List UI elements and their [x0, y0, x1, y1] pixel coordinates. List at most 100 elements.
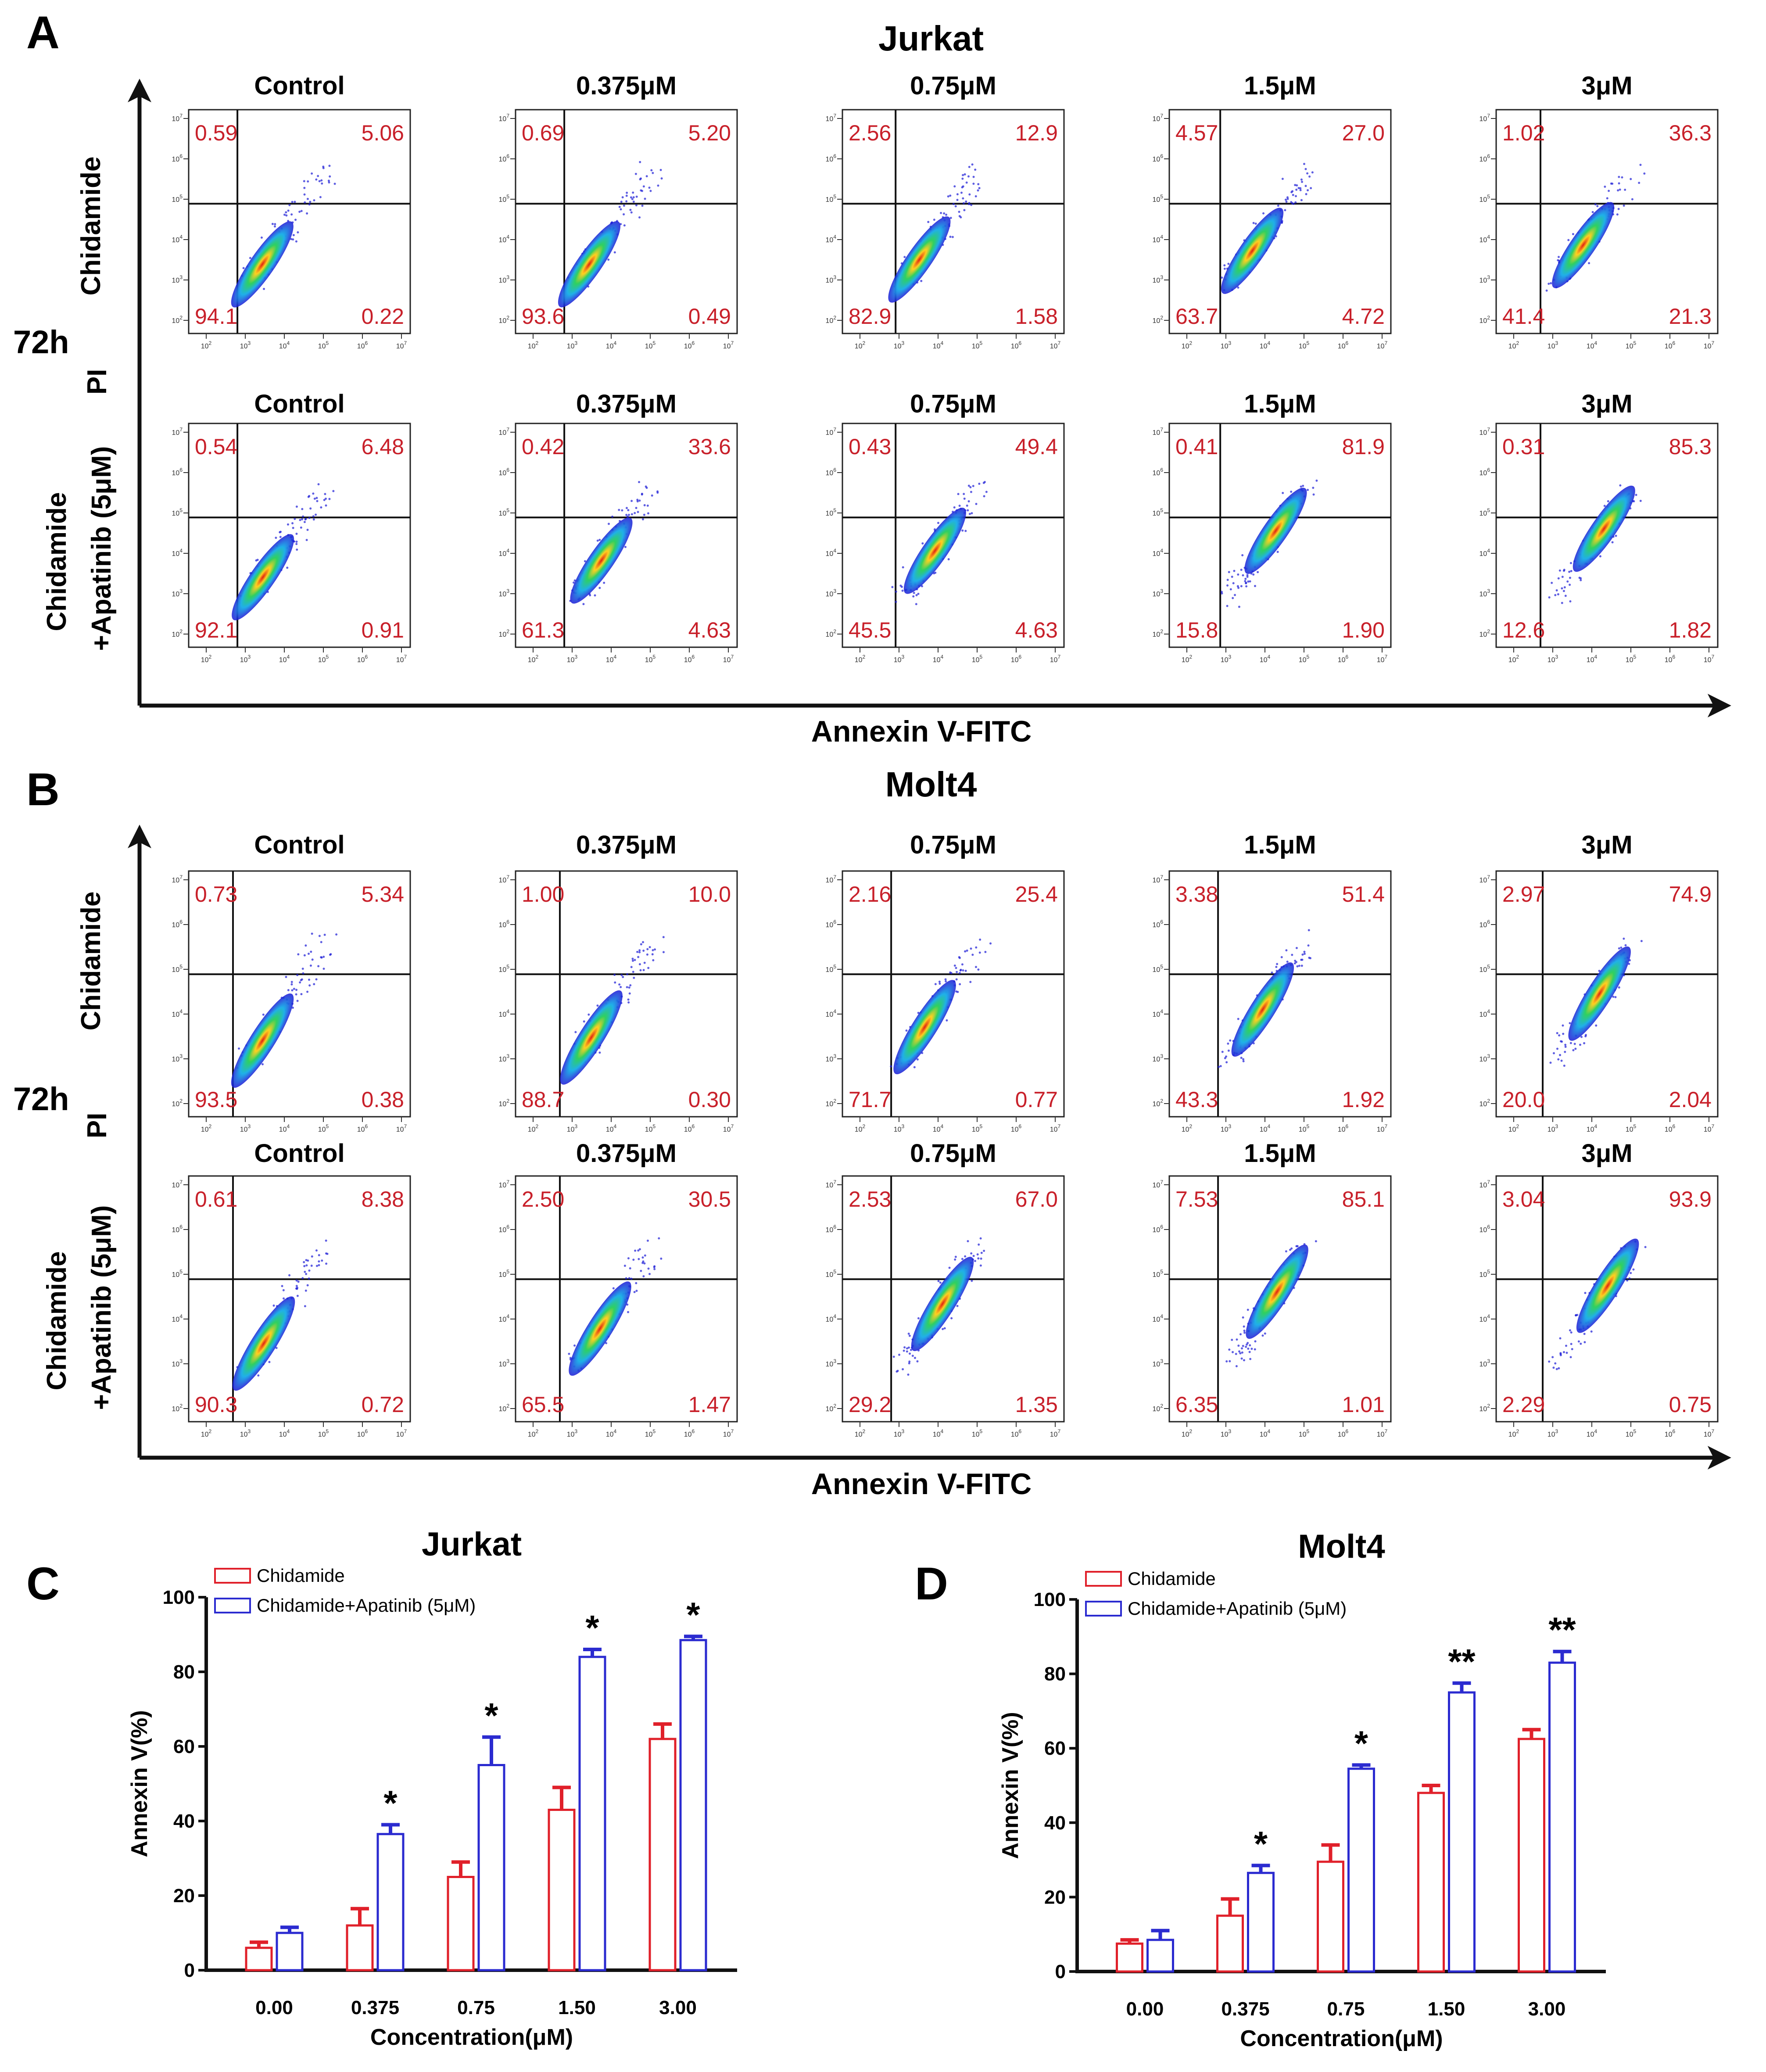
bar-x-axis-label: Concentration(μM) [370, 2025, 573, 2050]
plot-gridB-0-1-event-dot [642, 950, 645, 952]
plot-gridB-0-1-event-dot [634, 959, 636, 961]
plot-gridA-1-2-event-dot [964, 530, 967, 532]
significance-mark-4: ** [1548, 1610, 1576, 1649]
plot-gridB-0-0-event-dot [318, 935, 321, 937]
panel-a-letter: A [26, 7, 60, 58]
plot-gridB-0-3-event-dot [1218, 1065, 1220, 1068]
plot-gridA-1-3-xtick-label: 107 [1377, 654, 1388, 664]
plot-gridA-0-1-frame [515, 109, 738, 334]
plot-gridA-0-0-event-dot [285, 211, 287, 214]
plot-gridA-0-4-event-dot [1617, 189, 1619, 192]
plot-gridA-0-0-event-dot [313, 199, 315, 202]
plot-gridB-1-4-ytick-label: 102 [1479, 1403, 1490, 1413]
plot-gridA-0-1-event-dot [632, 196, 635, 199]
plot-gridB-0-2-event-dot [979, 938, 982, 941]
panel-b: B Molt4 72h Chidamide PI Chidamide +Apat… [13, 764, 1731, 1501]
plot-gridA-0-1-event-dot [639, 178, 641, 181]
plot-gridB-0-0-event-dot [301, 968, 304, 970]
plot-gridB-1-3-event-dot [1238, 1350, 1241, 1353]
plot-gridB-1-3-event-dot [1235, 1353, 1237, 1355]
plot-gridA-0-1-ytick-label: 104 [499, 234, 510, 244]
plot-gridA-0-3-ytick-label: 102 [1153, 315, 1164, 325]
plot-gridA-0-4-ur-value: 36.3 [1669, 121, 1712, 145]
plot-gridB-1-3-event-dot [1236, 1338, 1238, 1341]
plot-gridB-1-4-ytick-label: 104 [1479, 1313, 1490, 1323]
plot-gridB-1-4-xtick-label: 104 [1587, 1428, 1598, 1438]
plot-gridA-0-0-event-dot [306, 212, 308, 215]
plot-gridB-1-4-event-dot [1555, 1368, 1558, 1370]
plot-gridB-1-0-event-dot [303, 1261, 305, 1263]
plot-gridB-1-0-event-dot [318, 1264, 320, 1266]
plot-gridA-1-4-event-dot [1635, 494, 1637, 496]
plot-gridA-0-3-event-dot [1296, 184, 1298, 187]
plot-gridA-1-1-event-dot [582, 603, 585, 606]
plot-gridA-1-2-event-dot [901, 589, 904, 592]
plot-gridA-0-2-event-dot [974, 168, 977, 171]
plot-gridB-1-2-event-dot [907, 1373, 910, 1376]
plot-gridB-1-2-event-dot [980, 1251, 983, 1254]
plot-gridA-0-4-event-dot [1619, 188, 1621, 191]
plot-gridB-1-2-ytick-label: 102 [826, 1403, 837, 1413]
plot-gridA-0-0-event-dot [320, 179, 323, 182]
plot-gridB-0-1-ul-value: 1.00 [522, 882, 564, 907]
plot-gridA-0-2-event-dot [968, 193, 971, 196]
plot-gridA-1-4-xtick-label: 102 [1508, 654, 1519, 664]
plot-gridB-0-4-event-dot [1549, 1061, 1552, 1064]
plot-gridA-1-2-event-dot [985, 491, 988, 493]
plot-gridA-0-1-ur-value: 5.20 [688, 121, 731, 145]
plot-gridB-1-3-event-dot [1232, 1351, 1234, 1353]
plot-gridA-1-3-event-dot [1237, 587, 1240, 589]
plot-gridA-0-0-ytick-label: 102 [172, 315, 183, 325]
plot-gridA-0-2-ytick-label: 105 [826, 194, 837, 204]
plot-gridB-0-2-lr-value: 0.77 [1015, 1087, 1058, 1112]
plot-gridB-1-3-ll-value: 6.35 [1175, 1392, 1218, 1417]
plot-gridA-0-1-event-dot [649, 190, 652, 192]
plot-gridA-1-2-event-dot [921, 585, 923, 588]
plot-gridB-0-0-event-dot [291, 989, 294, 992]
plot-gridA-1-3-ytick-label: 105 [1153, 507, 1164, 517]
plot-gridB-0-4-xtick-label: 105 [1626, 1123, 1637, 1133]
plot-gridB-0-0-event-dot [285, 975, 287, 978]
plot-gridB-0-4-event-dot [1563, 1065, 1565, 1067]
plot-gridB-0-3-ytick-label: 105 [1153, 964, 1164, 974]
plot-gridB-1-0-event-dot [306, 1284, 309, 1287]
plot-gridA-1-4-event-dot [1557, 593, 1559, 595]
plot-gridA-1-0-event-dot [317, 483, 320, 486]
plot-gridA-1-1-event-dot [638, 481, 641, 484]
panel-b-letter: B [26, 764, 60, 815]
panel-b-y-axis-label: PI [82, 1113, 112, 1139]
plot-gridB-0-2-event-dot [964, 969, 967, 972]
plot-gridB-0-1-event-dot [629, 984, 632, 987]
plot-gridB-1-4-event-dot [1583, 1333, 1586, 1335]
plot-gridA-1-3-ytick-label: 106 [1153, 467, 1164, 477]
plot-gridB-0-4-event-dot [1559, 1054, 1562, 1056]
plot-gridB-0-1-event-dot [637, 956, 640, 958]
plot-gridA-1-3-event-dot [1234, 594, 1236, 596]
plot-gridB-0-0-event-dot [296, 974, 299, 976]
plot-gridA-0-3-event-dot [1223, 264, 1226, 267]
plot-gridA-1-1-event-dot [630, 513, 633, 516]
plot-gridA-0-4-event-dot [1606, 197, 1608, 200]
plot-gridB-0-0-event-dot [301, 978, 303, 981]
plot-gridB-0-1-event-dot [613, 974, 616, 976]
plot-gridA-1-2-density-cloud [891, 481, 988, 606]
plot-gridB-1-2-xtick-label: 102 [855, 1428, 866, 1438]
plot-gridA-0-4-xtick-label: 106 [1665, 340, 1676, 350]
column-label-3: 1.5μM [1244, 72, 1316, 100]
plot-gridB-0-4-event-dot [1620, 946, 1623, 949]
plot-gridA-0-2-event-dot [920, 280, 923, 282]
plot-gridB-1-2-event-dot [964, 1255, 967, 1258]
plot-gridB-1-3-event-dot [1243, 1359, 1245, 1362]
plot-gridB-0-2-ytick-label: 107 [826, 874, 837, 884]
plot-gridB-0-3-event-dot [1293, 962, 1296, 964]
plot-gridB-0-1-event-dot [654, 948, 656, 951]
plot-gridB-1-4-event-dot [1558, 1367, 1560, 1369]
legend-swatch-0 [1085, 1571, 1122, 1587]
plot-gridB-1-1-event-dot [612, 1287, 615, 1290]
plot-gridB-0-4-event-dot [1553, 1052, 1555, 1054]
plot-gridB-1-3-event-dot [1247, 1308, 1249, 1311]
plot-gridA-1-2-event-dot [963, 497, 966, 500]
plot-gridB-1-2-ytick-label: 103 [826, 1358, 837, 1368]
plot-gridB-0-4-event-dot [1560, 1059, 1563, 1062]
plot-gridA-0-3-event-dot [1290, 201, 1293, 204]
